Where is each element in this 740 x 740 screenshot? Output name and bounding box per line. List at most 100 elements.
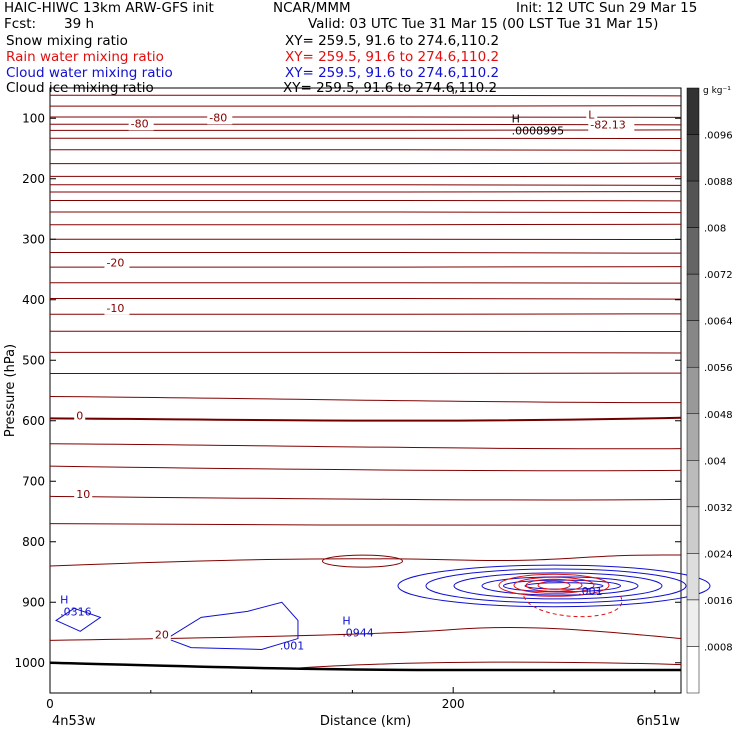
rainwater-contour [525,578,583,592]
y-tick-label: 500 [22,353,45,367]
isotherm-label: 20 [155,629,169,642]
forecast-label: Fcst: [4,16,37,32]
isotherm-label: -10 [106,302,124,315]
colorbar-segment [686,87,700,135]
rainwater-contour-dashed [523,595,623,617]
field-snow-xy: XY= 259.5, 91.6 to 274.6,110.2 [285,33,500,49]
isotherm-label: -80 [131,117,149,130]
colorbar-tick-label: .004 [704,456,726,467]
isotherm-line [49,495,682,501]
label-mask [74,489,93,502]
isotherm-line [49,223,682,226]
isotherm-label: -80 [209,111,227,124]
freezing-level-line [49,416,682,422]
init-time: Init: 12 UTC Sun 29 Mar 15 [516,0,698,16]
isotherm-label: 0 [76,410,83,423]
forecast-hour: 39 h [64,16,95,32]
y-tick-label: 1000 [14,656,45,670]
x-left-endpoint: 4n53w [52,714,96,729]
colorbar-tick-label: .0096 [704,131,733,142]
y-axis-label: Pressure (hPa) [3,344,18,437]
colorbar-tick-label: .0032 [704,503,733,514]
valid-time: Valid: 03 UTC Tue 31 Mar 15 (00 LST Tue … [308,16,659,32]
colorbar-tick-label: .0016 [704,596,733,607]
field-cloudwater-xy: XY= 259.5, 91.6 to 274.6,110.2 [285,65,500,81]
isotherm-line [49,251,682,254]
isotherm-closed-contour [321,554,403,568]
label-mask [128,118,154,131]
cloudwater-contour [165,601,299,650]
colorbar-tick-label: .0072 [704,270,733,281]
cloudwater-contour [425,568,687,604]
colorbar-tick-label: .0088 [704,177,733,188]
y-tick-label: 200 [22,172,45,186]
colorbar-segment [686,180,700,228]
colorbar-segment [686,460,700,508]
label-mask [588,119,635,132]
colorbar-segment [686,366,700,415]
cloudwater-contour [55,607,102,632]
field-rain-xy: XY= 259.5, 91.6 to 274.6,110.2 [285,49,500,65]
cloudwater-contour [502,579,621,593]
cloudwater-contour [397,564,711,608]
colorbar-tick-label: .0048 [704,410,733,421]
y-tick-label: 900 [22,595,45,609]
isotherm-line [49,465,682,472]
isotherm-line [49,266,682,268]
isotherm-line [49,396,682,404]
colorbar-segment [686,273,700,321]
isotherm-line [49,191,682,193]
extremum-value: .0944 [342,627,374,640]
contour-value-label: .001 [578,585,603,598]
isotherm-line [49,372,682,375]
colorbar-segment [686,320,700,368]
field-snow-name: Snow mixing ratio [6,33,128,49]
colorbar-tick-label: .0024 [704,549,733,560]
isotherm-line [49,554,682,567]
colorbar-tick-label: .0008 [704,642,733,653]
moisture-contours [55,564,711,650]
colorbar-tick-label: .0064 [704,317,733,328]
contour-value-label: .001 [280,639,305,652]
isotherm-line [49,162,682,165]
colorbar-segment [686,553,700,601]
rainwater-contour [513,576,595,594]
isotherm-label: 10 [76,488,90,501]
rainwater-contour [537,580,571,590]
label-mask [104,257,130,270]
isotherm-label: -20 [106,256,124,269]
model-title: HAIC-HIWC 13km ARW-GFS init [4,0,214,16]
isotherm-line [49,105,682,107]
field-rain-name: Rain water mixing ratio [6,49,164,65]
colorbar-unit: g kg⁻¹ [703,86,731,96]
x-right-endpoint: 6n51w [636,714,680,729]
y-tick-label: 700 [22,474,45,488]
isotherm-line [287,661,682,670]
isotherm-label: -82.13 [590,119,625,132]
x-tick-label: 0 [46,697,54,711]
extremum-symbol: H [60,593,68,606]
label-mask [74,410,86,423]
isotherm-line [49,313,682,315]
colorbar-segment [686,506,700,554]
cloudwater-contour [453,572,663,600]
colorbar-segment [686,599,700,647]
isotherm-line [49,443,682,450]
isotherm-label: L [588,108,595,121]
colorbar-segment [686,413,700,461]
label-mask [152,629,171,642]
isotherm-line [49,184,682,186]
extremum-symbol: H [342,615,350,628]
x-axis-label: Distance (km) [320,714,411,729]
colorbar-tick-label: .0056 [704,363,733,374]
cloudwater-contour [481,576,639,596]
isotherm-line [49,523,682,527]
colorbar-tick-label: .008 [704,224,726,235]
plot-frame [49,87,682,694]
y-tick-label: 100 [22,111,45,125]
isotherm-contours [49,94,682,672]
y-tick-label: 600 [22,414,45,428]
isotherm-line [49,351,682,354]
isotherm-line [49,149,682,151]
